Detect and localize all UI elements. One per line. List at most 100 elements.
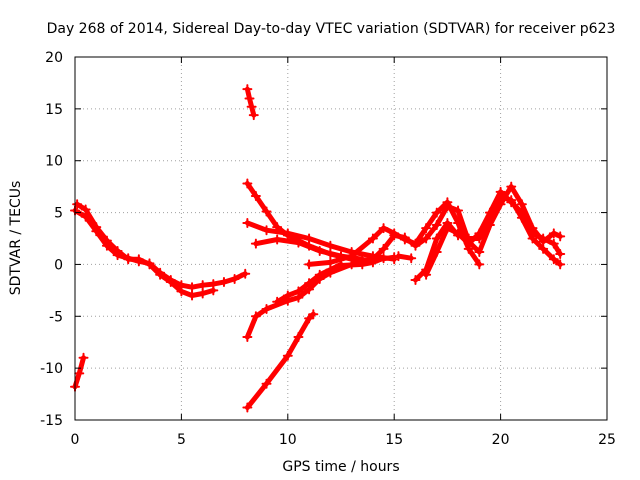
data-point	[555, 249, 566, 260]
data-point	[155, 269, 166, 280]
y-tick-label: 10	[45, 154, 63, 170]
series-track-9	[242, 309, 319, 413]
data-point	[304, 259, 315, 270]
y-tick-label: 15	[45, 102, 63, 118]
chart-title: Day 268 of 2014, Sidereal Day-to-day VTE…	[47, 21, 616, 37]
data-point	[548, 228, 559, 239]
data-point	[506, 197, 517, 208]
data-point	[431, 233, 442, 244]
data-point	[421, 233, 432, 244]
data-point	[378, 253, 389, 264]
data-point	[367, 257, 378, 268]
data-point	[325, 264, 336, 275]
data-point	[421, 223, 432, 234]
x-tick-label: 0	[71, 432, 80, 448]
data-point	[453, 228, 464, 239]
data-point	[378, 243, 389, 254]
series-line	[306, 199, 482, 267]
data-point	[325, 240, 336, 251]
data-point	[133, 254, 144, 265]
series-track-10	[304, 197, 485, 270]
data-point	[240, 268, 251, 279]
series-line	[244, 86, 257, 118]
data-point	[187, 290, 198, 301]
data-point	[527, 228, 538, 239]
data-point	[474, 246, 485, 257]
data-point	[506, 181, 517, 192]
data-point	[91, 222, 102, 233]
data-point	[314, 245, 325, 256]
series-line	[244, 184, 563, 340]
data-point	[248, 110, 259, 121]
y-tick-label: 20	[45, 50, 63, 66]
series-track-8	[242, 181, 566, 343]
y-axis-title: SDTVAR / TECUs	[8, 181, 24, 296]
plot-frame	[74, 56, 608, 421]
data-point	[144, 259, 155, 270]
y-tick-label: -15	[40, 413, 63, 429]
data-point	[516, 199, 527, 210]
data-point	[431, 246, 442, 257]
data-point	[410, 274, 421, 285]
data-point	[406, 253, 417, 264]
y-tick-label: 0	[54, 257, 63, 273]
data-point	[410, 238, 421, 249]
data-point	[378, 223, 389, 234]
data-point	[442, 223, 453, 234]
y-tick-label: -10	[40, 361, 63, 377]
data-point	[346, 251, 357, 262]
data-point	[242, 332, 253, 343]
data-point	[261, 304, 272, 315]
data-point	[442, 197, 453, 208]
data-point	[165, 277, 176, 288]
data-point	[548, 254, 559, 265]
data-point	[538, 233, 549, 244]
series-line	[338, 255, 387, 268]
data-point	[208, 285, 219, 296]
data-point	[229, 273, 240, 284]
data-point	[250, 311, 261, 322]
x-tick-label: 5	[177, 432, 186, 448]
data-point	[242, 84, 253, 95]
data-point	[187, 282, 198, 293]
series-track-13	[393, 251, 417, 264]
data-point	[123, 254, 134, 265]
data-point	[112, 245, 123, 256]
data-point	[197, 280, 208, 291]
data-point	[282, 290, 293, 301]
data-point	[304, 233, 315, 244]
data-point	[304, 278, 315, 289]
data-point	[80, 204, 91, 215]
data-point	[336, 260, 346, 271]
data-point	[463, 238, 474, 249]
data-point	[474, 259, 485, 270]
data-point	[389, 228, 400, 239]
data-point	[272, 234, 283, 245]
data-point	[304, 313, 315, 324]
series-track-15	[336, 253, 389, 271]
data-point	[367, 233, 378, 244]
series-track-2	[72, 199, 219, 301]
data-point	[484, 207, 495, 218]
data-point	[548, 238, 559, 249]
series-track-4	[242, 84, 259, 121]
data-series	[70, 84, 566, 413]
data-point	[431, 220, 442, 231]
data-point	[293, 286, 304, 297]
data-point	[282, 350, 293, 361]
data-point	[293, 237, 304, 248]
y-tick-label: 5	[54, 206, 63, 222]
y-tick-label: -5	[49, 309, 63, 325]
grid	[75, 57, 607, 420]
data-point	[261, 378, 272, 389]
data-point	[555, 231, 566, 242]
data-point	[250, 190, 261, 201]
data-point	[176, 286, 187, 297]
x-tick-label: 10	[279, 432, 297, 448]
series-track-14	[272, 259, 346, 307]
data-point	[393, 251, 404, 262]
data-point	[495, 186, 506, 197]
data-point	[516, 207, 527, 218]
x-tick-label: 20	[492, 432, 510, 448]
